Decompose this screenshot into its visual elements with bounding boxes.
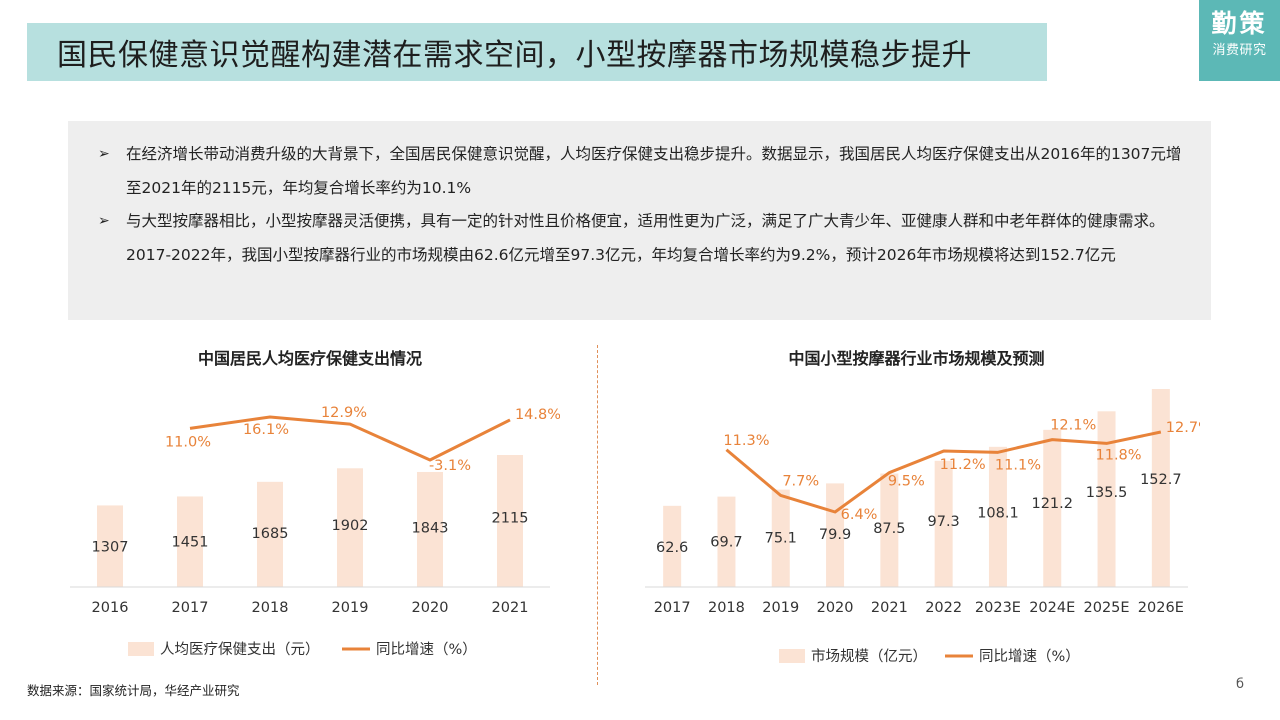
x-tick-label: 2023E <box>975 600 1021 616</box>
growth-line <box>189 415 511 462</box>
x-tick-label: 2022 <box>925 600 962 616</box>
x-tick-label: 2024E <box>1029 600 1075 616</box>
line-value-label: 11.3% <box>723 433 769 449</box>
bar-2023E <box>988 446 1007 587</box>
line-value-label: -3.1% <box>429 458 471 474</box>
bar-2021 <box>497 455 523 587</box>
x-tick-label: 2018 <box>708 600 745 616</box>
page-title: 国民保健意识觉醒构建潜在需求空间，小型按摩器市场规模稳步提升 <box>57 38 972 73</box>
x-tick-label: 2019 <box>332 600 369 616</box>
bar-2018 <box>257 481 283 587</box>
summary-bullet: ➢ 在经济增长带动消费升级的大背景下，全国居民保健意识觉醒，人均医疗保健支出稳步… <box>98 138 1185 205</box>
x-tick-label: 2019 <box>762 600 799 616</box>
bar-value-label: 121.2 <box>1031 496 1073 512</box>
chart-title: 中国小型按摩器行业市场规模及预测 <box>788 349 1044 368</box>
chart-medical-spending: 中国居民人均医疗保健支出情况 1307 1451 1685 1902 1843 2115 20… <box>70 349 560 658</box>
arrow-bullet-icon: ➢ <box>98 213 110 229</box>
bar-2021 <box>880 473 899 587</box>
line-value-label: 9.5% <box>888 474 925 490</box>
legend-line-label: 同比增速（%） <box>979 648 1080 665</box>
chart-massager-market: 中国小型按摩器行业市场规模及预测 62.6 69.7 75.1 79.9 87.5 97.3… <box>645 349 1200 665</box>
bar-value-label: 75.1 <box>765 531 797 547</box>
bar-2016 <box>97 505 123 587</box>
x-tick-label: 2017 <box>172 600 209 616</box>
bullet-text: 在经济增长带动消费升级的大背景下，全国居民保健意识觉醒，人均医疗保健支出稳步提升… <box>126 145 1182 197</box>
bar-2018 <box>717 496 736 587</box>
bar-2025E <box>1097 411 1116 587</box>
line-value-label: 7.7% <box>782 473 819 489</box>
line-value-label: 12.1% <box>1050 418 1096 434</box>
page-marker-icon: б <box>1236 677 1245 692</box>
bar-value-label: 1451 <box>172 534 209 550</box>
line-value-label: 12.9% <box>321 405 367 421</box>
line-value-label: 6.4% <box>841 507 878 523</box>
bar-value-label: 1307 <box>92 540 129 556</box>
legend-bar-label: 市场规模（亿元） <box>811 648 927 665</box>
x-tick-label: 2017 <box>654 600 691 616</box>
logo-main-text: 勤策 <box>1211 9 1268 38</box>
legend-line-label: 同比增速（%） <box>376 641 477 658</box>
growth-line <box>725 430 1162 514</box>
line-value-label: 16.1% <box>243 422 289 438</box>
legend-bar-swatch <box>779 649 805 663</box>
summary-bullet: ➢ 与大型按摩器相比，小型按摩器灵活便携，具有一定的针对性且价格便宜，适用性更为… <box>98 205 1185 272</box>
line-value-label: 14.8% <box>515 407 560 423</box>
line-value-label: 11.1% <box>995 457 1041 473</box>
x-tick-label: 2021 <box>871 600 908 616</box>
bar-value-label: 2115 <box>492 510 529 526</box>
legend-bar-label: 人均医疗保健支出（元） <box>160 641 320 658</box>
line-value-label: 11.8% <box>1096 447 1142 463</box>
chart-title: 中国居民人均医疗保健支出情况 <box>198 349 422 368</box>
bar-value-label: 1902 <box>332 518 369 534</box>
bar-2022 <box>934 460 953 587</box>
bar-value-label: 87.5 <box>873 521 905 537</box>
bar-value-label: 62.6 <box>656 540 688 556</box>
bar-value-label: 108.1 <box>977 506 1019 522</box>
bar-value-label: 1685 <box>252 526 289 542</box>
x-tick-label: 2020 <box>412 600 449 616</box>
bar-value-label: 69.7 <box>710 535 742 551</box>
bar-2019 <box>771 489 790 587</box>
x-tick-label: 2018 <box>252 600 289 616</box>
bar-value-label: 1843 <box>412 520 449 536</box>
x-tick-label: 2020 <box>817 600 854 616</box>
line-value-label: 12.7% <box>1166 420 1200 436</box>
chart-divider <box>597 345 598 685</box>
bar-value-label: 97.3 <box>928 514 960 530</box>
bar-2020 <box>417 471 443 587</box>
x-tick-label: 2021 <box>492 600 529 616</box>
bar-2017 <box>663 505 682 587</box>
x-tick-label: 2026E <box>1138 600 1184 616</box>
bar-value-label: 152.7 <box>1140 472 1182 488</box>
bar-value-label: 135.5 <box>1086 485 1128 501</box>
bar-2019 <box>337 468 363 587</box>
title-banner: 国民保健意识觉醒构建潜在需求空间，小型按摩器市场规模稳步提升 <box>27 23 1047 81</box>
bar-value-label: 79.9 <box>819 527 851 543</box>
brand-logo: 勤策 消费研究 <box>1199 0 1280 81</box>
legend-bar-swatch <box>128 642 154 656</box>
bar-2026E <box>1151 389 1170 587</box>
line-value-label: 11.0% <box>165 434 211 450</box>
x-tick-label: 2025E <box>1084 600 1130 616</box>
data-source: 数据来源：国家统计局，华经产业研究 <box>27 683 240 698</box>
bar-2024E <box>1043 429 1062 587</box>
logo-sub-text: 消费研究 <box>1212 43 1267 58</box>
summary-panel: ➢ 在经济增长带动消费升级的大背景下，全国居民保健意识觉醒，人均医疗保健支出稳步… <box>68 121 1211 320</box>
bar-2017 <box>177 496 203 587</box>
bullet-text: 与大型按摩器相比，小型按摩器灵活便携，具有一定的针对性且价格便宜，适用性更为广泛… <box>126 212 1165 264</box>
line-value-label: 11.2% <box>940 457 986 473</box>
x-tick-label: 2016 <box>92 600 129 616</box>
arrow-bullet-icon: ➢ <box>98 146 110 162</box>
